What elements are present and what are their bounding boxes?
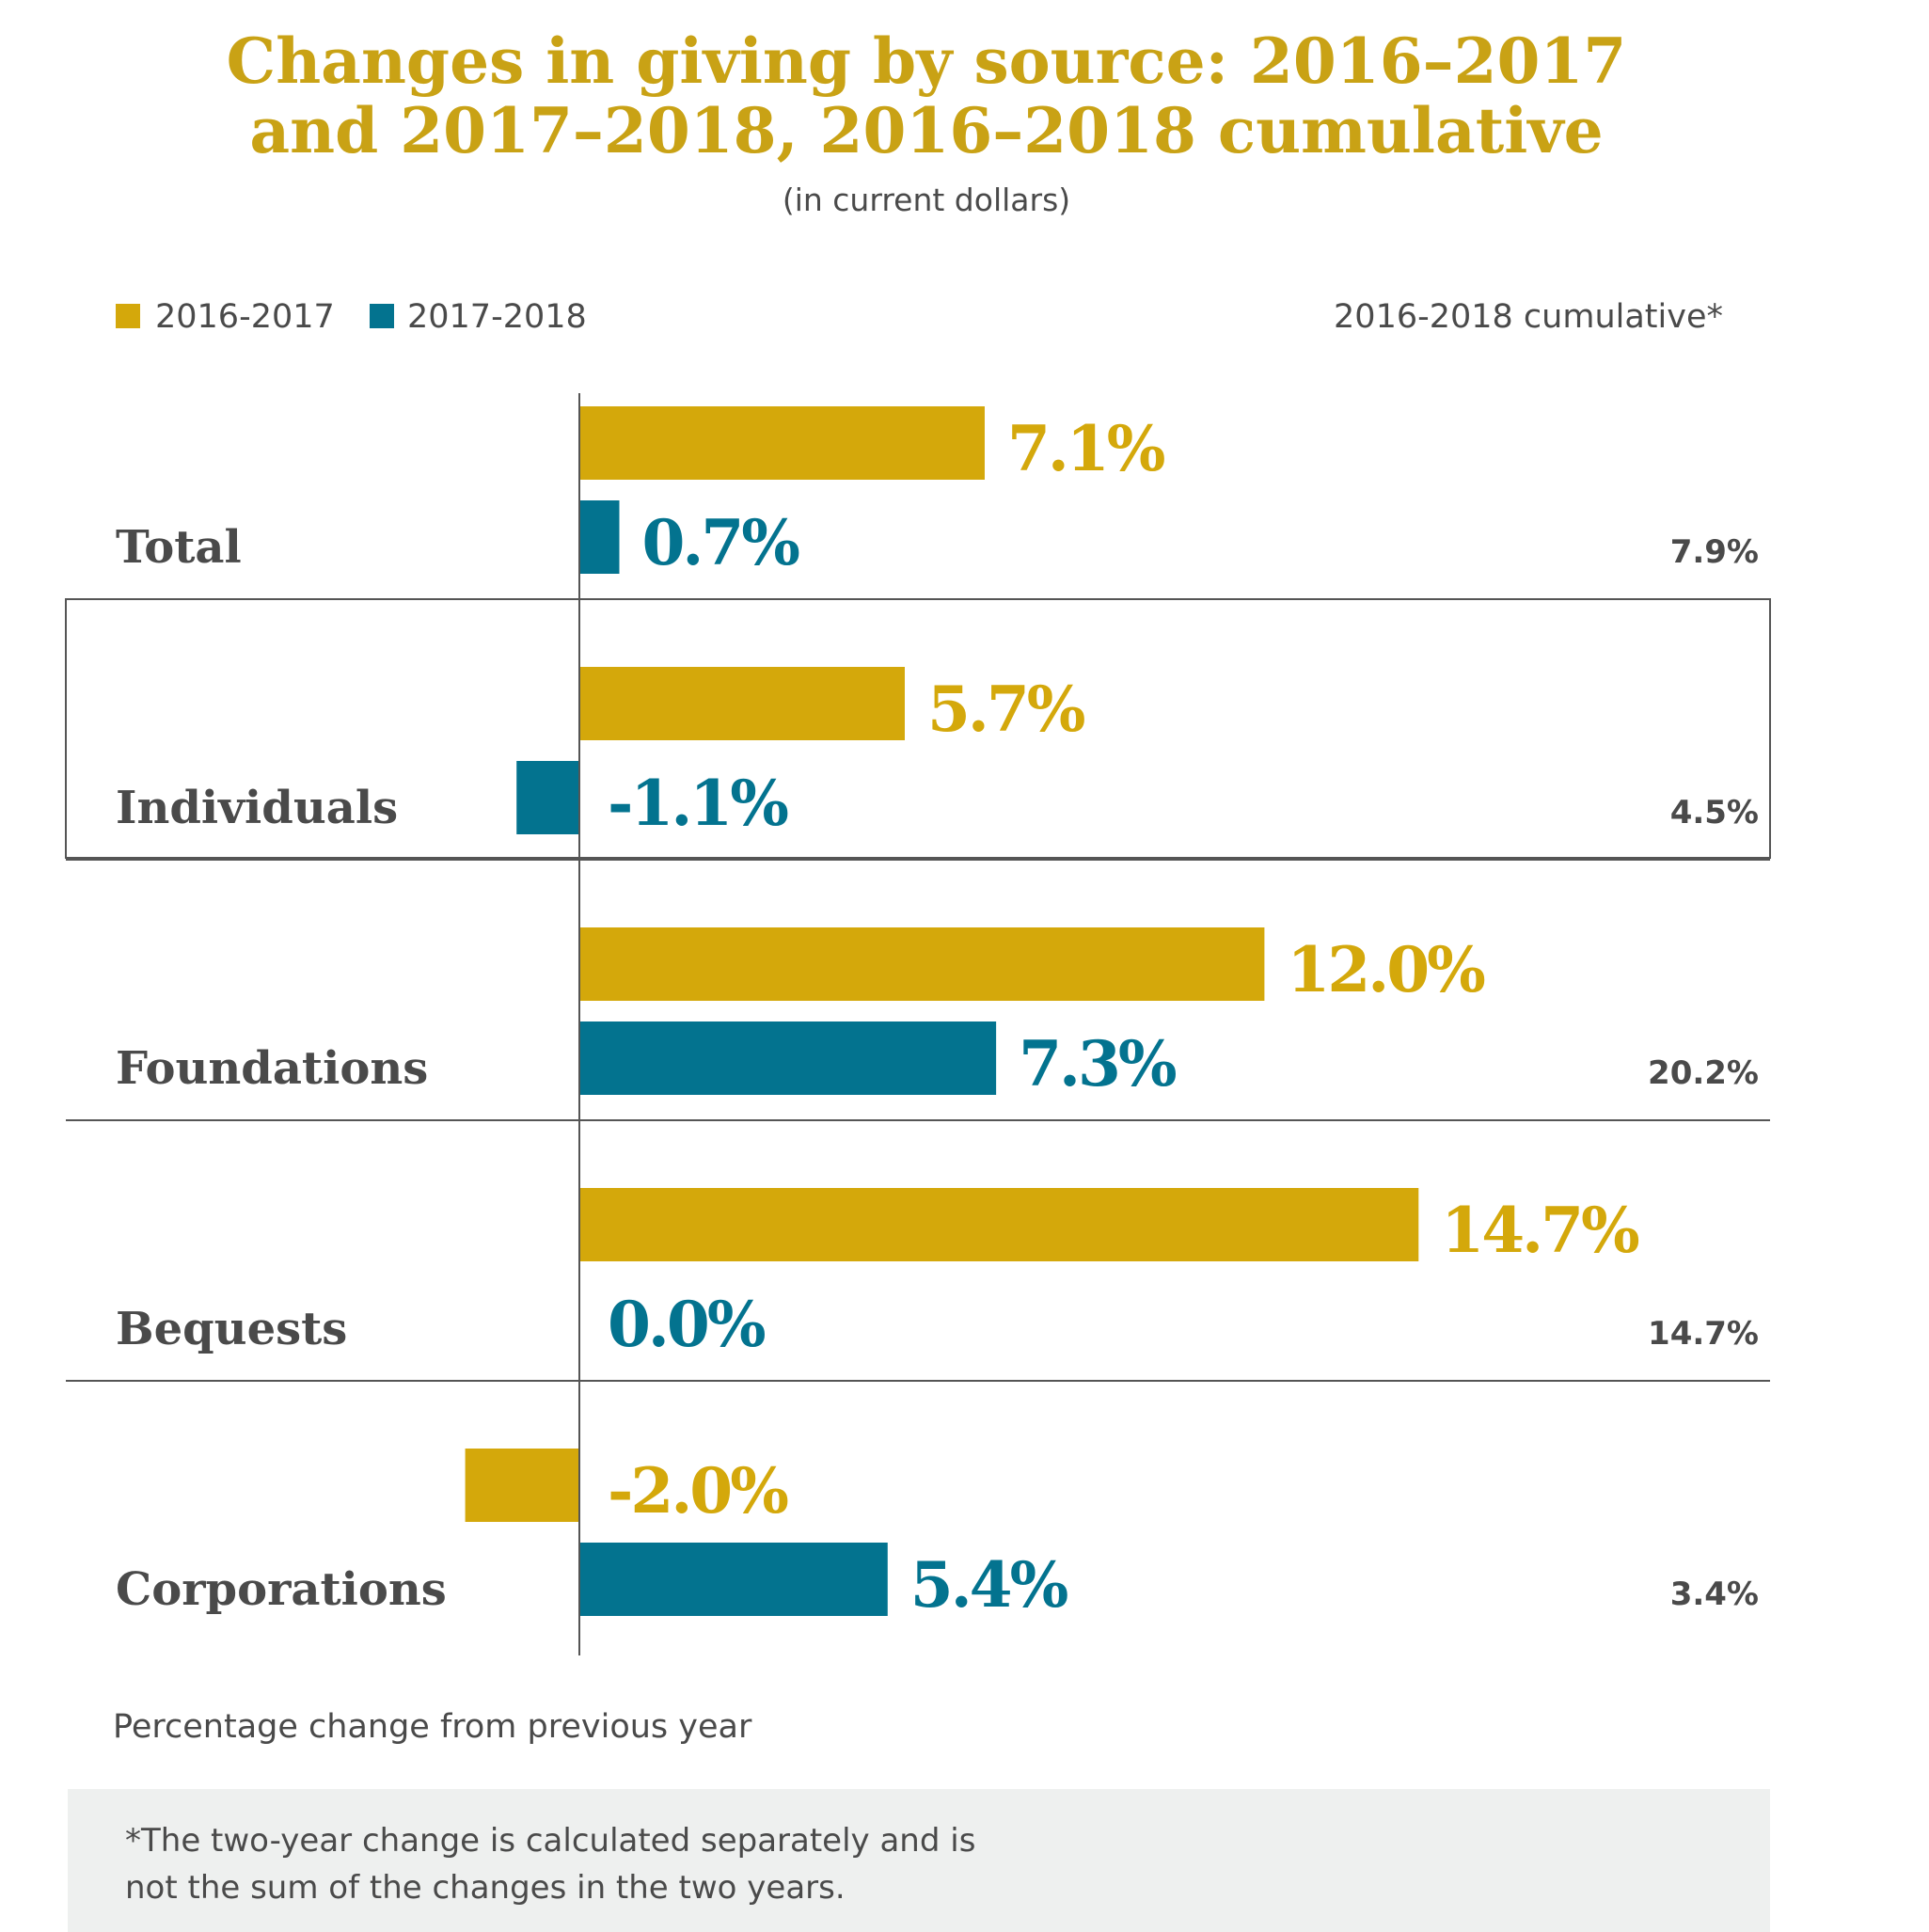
footnote-line-2: not the sum of the changes in the two ye…	[125, 1869, 846, 1907]
footnote-box	[68, 1789, 1770, 1932]
category-label-bequests: Bequests	[116, 1303, 347, 1355]
value-label-total-2016-2017: 7.1%	[1007, 412, 1165, 485]
value-label-bequests-2016-2017: 14.7%	[1441, 1194, 1639, 1267]
cumulative-value-individuals: 4.5%	[1670, 794, 1759, 831]
category-label-individuals: Individuals	[116, 782, 398, 834]
cumulative-value-corporations: 3.4%	[1670, 1576, 1759, 1613]
category-label-corporations: Corporations	[116, 1563, 447, 1616]
bar-individuals-2016-2017	[579, 667, 905, 740]
cumulative-value-total: 7.9%	[1670, 533, 1759, 571]
legend-swatch-2017-2018	[370, 304, 394, 328]
value-label-foundations-2016-2017: 12.0%	[1287, 933, 1485, 1006]
value-label-individuals-2016-2017: 5.7%	[927, 673, 1085, 746]
value-label-foundations-2017-2018: 7.3%	[1019, 1027, 1177, 1101]
legend-label-2017-2018: 2017-2018	[407, 298, 587, 336]
cumulative-header: 2016-2018 cumulative*	[1334, 298, 1723, 336]
bar-individuals-2017-2018	[516, 761, 579, 834]
cumulative-value-foundations: 20.2%	[1648, 1054, 1759, 1092]
bar-corporations-2016-2017	[465, 1449, 579, 1522]
bar-corporations-2017-2018	[579, 1543, 888, 1616]
value-label-corporations-2017-2018: 5.4%	[910, 1548, 1068, 1622]
value-label-bequests-2017-2018: 0.0%	[608, 1288, 766, 1361]
value-label-total-2017-2018: 0.7%	[641, 506, 799, 579]
bar-bequests-2016-2017	[579, 1188, 1419, 1261]
bar-foundations-2017-2018	[579, 1021, 997, 1095]
legend-swatch-2016-2017	[116, 304, 140, 328]
footnote-line-1: *The two-year change is calculated separ…	[125, 1822, 975, 1860]
value-label-corporations-2016-2017: -2.0%	[608, 1454, 788, 1528]
bar-total-2016-2017	[579, 406, 985, 480]
category-label-foundations: Foundations	[116, 1042, 428, 1095]
chart-subtitle: (in current dollars)	[783, 182, 1070, 218]
value-label-individuals-2017-2018: -1.1%	[608, 767, 788, 840]
bar-total-2017-2018	[579, 500, 620, 574]
bar-foundations-2016-2017	[579, 927, 1265, 1001]
category-label-total: Total	[116, 521, 242, 574]
chart-title-line-1: Changes in giving by source: 2016–2017	[227, 24, 1627, 98]
x-axis-label: Percentage change from previous year	[113, 1708, 752, 1746]
legend-label-2016-2017: 2016-2017	[155, 298, 335, 336]
cumulative-value-bequests: 14.7%	[1648, 1315, 1759, 1353]
chart-title-line-2: and 2017–2018, 2016–2018 cumulative	[249, 94, 1603, 167]
